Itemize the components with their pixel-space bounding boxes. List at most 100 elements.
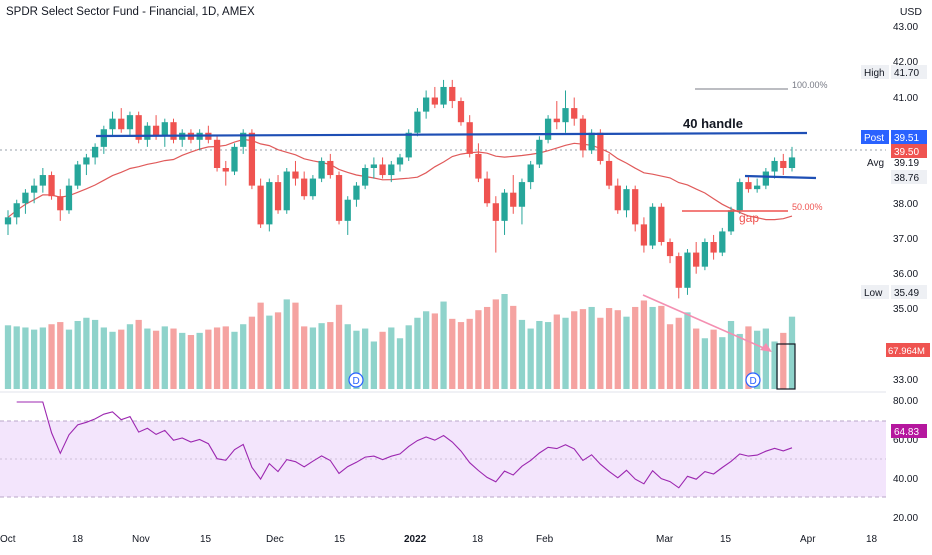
time-label: Oct <box>0 534 16 545</box>
candle <box>492 196 499 253</box>
candle <box>231 143 238 176</box>
candle-body <box>48 175 55 197</box>
volume-bar <box>457 322 465 389</box>
time-axis: Oct 18 Nov 15 Dec 15 2022 18 Feb Mar 15 … <box>0 534 878 545</box>
volume-bar <box>100 327 107 389</box>
rsi-axis: 80.00 60.00 40.00 20.00 <box>893 396 918 524</box>
volume-bar <box>231 331 238 389</box>
volume-bar <box>170 328 177 389</box>
candle <box>240 129 247 154</box>
volume-bar <box>205 329 212 389</box>
candle-body <box>693 252 700 267</box>
candle-body <box>22 192 29 204</box>
candle <box>422 90 430 119</box>
candle-body <box>126 115 134 130</box>
volume-bar <box>257 302 264 389</box>
candle <box>649 203 656 250</box>
volume-bar <box>719 337 726 389</box>
time-label: 18 <box>866 534 878 545</box>
price-tick: 43.00 <box>893 22 918 33</box>
volume-bar <box>527 328 534 389</box>
candle <box>579 115 587 158</box>
candle <box>475 143 482 183</box>
candle <box>109 111 116 137</box>
candle-body <box>571 108 578 119</box>
candle-body <box>257 185 264 225</box>
candle-body <box>231 146 238 172</box>
candle <box>666 238 674 264</box>
volume-bar <box>780 332 787 389</box>
volume-bar <box>370 341 378 389</box>
candle-body <box>449 86 456 102</box>
dividend-marker[interactable]: D <box>348 372 364 388</box>
volume-bar <box>771 341 778 389</box>
candle-body <box>640 224 648 246</box>
candle-body <box>57 196 64 211</box>
candle-body <box>727 210 735 232</box>
volume-bar <box>83 317 90 389</box>
svg-text:39.51: 39.51 <box>894 133 919 144</box>
rsi-layer <box>16 401 793 489</box>
volume-bar <box>152 330 160 389</box>
candle-body <box>301 178 308 197</box>
candle-body <box>457 101 465 123</box>
volume-bar <box>161 326 168 389</box>
candle-body <box>213 139 221 168</box>
time-label: Nov <box>132 534 150 545</box>
candle <box>353 182 360 207</box>
candle <box>675 252 682 299</box>
rsi-tick: 40.00 <box>893 474 918 485</box>
candle-body <box>292 171 299 179</box>
volume-highlight-box[interactable] <box>776 343 796 390</box>
high-badge: High 41.70 <box>861 65 927 79</box>
candle <box>379 157 386 179</box>
time-label: 18 <box>472 534 484 545</box>
candle <box>597 129 604 165</box>
resistance-line[interactable] <box>95 131 808 138</box>
candle <box>431 86 438 109</box>
time-label: 2022 <box>404 534 427 545</box>
candle <box>544 115 552 144</box>
candle <box>100 125 107 154</box>
volume-bar <box>222 326 229 389</box>
rsi-line <box>16 401 793 489</box>
candle <box>74 160 81 190</box>
candle <box>196 129 203 151</box>
volume-bar <box>710 329 717 389</box>
svg-text:Post: Post <box>864 133 884 144</box>
candle-body <box>327 160 334 176</box>
candle <box>449 79 456 109</box>
support-line[interactable] <box>744 174 817 180</box>
rsi-band <box>0 421 886 497</box>
dividend-marker[interactable]: D <box>745 372 761 388</box>
volume-bar <box>179 332 186 389</box>
volume-bar <box>483 306 491 389</box>
candle <box>562 90 569 133</box>
candle-body <box>309 178 317 197</box>
volume-bar <box>213 327 221 389</box>
candle-body <box>91 146 99 158</box>
volume-bar <box>309 327 317 389</box>
candle-body <box>588 132 595 151</box>
candle-body <box>100 129 107 147</box>
candle <box>466 115 473 158</box>
svg-text:41.70: 41.70 <box>894 68 919 79</box>
volume-bar <box>466 318 473 389</box>
volume-bar <box>274 312 282 389</box>
volume-bar <box>74 320 81 389</box>
time-label: Dec <box>266 534 284 545</box>
candle-body <box>13 203 20 218</box>
candle-body <box>475 153 482 179</box>
candle-body <box>440 86 447 105</box>
candle-body <box>65 185 73 211</box>
volume-bar <box>605 308 613 389</box>
candle-body <box>527 164 534 183</box>
candle <box>762 168 770 190</box>
dividend-marker-label: D <box>750 376 757 387</box>
candle <box>483 171 491 207</box>
candle-body <box>30 185 38 193</box>
svg-text:Low: Low <box>864 288 883 299</box>
volume-trend-arrow[interactable] <box>642 294 769 351</box>
